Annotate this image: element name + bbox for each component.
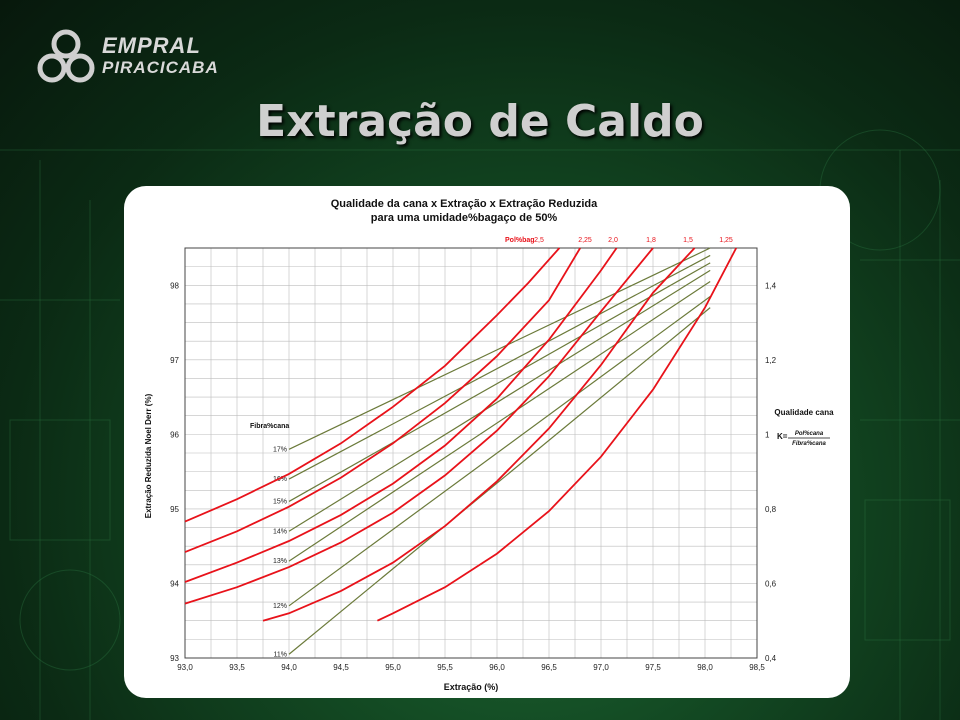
right-axis-label: Qualidade cana <box>774 408 834 417</box>
y-tick-label: 98 <box>170 281 179 290</box>
y-tick-label: 93 <box>170 654 179 663</box>
fibra-line <box>288 281 711 562</box>
y-tick-label: 97 <box>170 356 179 365</box>
company-logo: EMPRAL PIRACICABA <box>34 28 244 90</box>
x-tick-label: 97,5 <box>645 663 661 672</box>
slide-title: Extração de Caldo <box>256 96 704 147</box>
fibra-line-label: 17% <box>273 446 287 453</box>
x-tick-label: 94,5 <box>333 663 349 672</box>
pol-bag-curve <box>184 247 654 605</box>
right-tick-label: 0,4 <box>765 654 777 663</box>
fibra-line-label: 11% <box>274 651 288 658</box>
x-tick-label: 95,0 <box>385 663 401 672</box>
pol-bag-curve-label: 1,8 <box>646 237 656 244</box>
chart: 17% 16% 15% 14% 13% 12% 11% 2,5 2,25 2,0 1,8 1,5 1,… <box>144 198 834 692</box>
pol-bag-curve <box>184 247 618 583</box>
pol-bag-series: 2,5 2,25 2,0 1,8 1,5 1,25 <box>184 237 737 622</box>
x-tick-label: 93,5 <box>229 663 245 672</box>
pol-bag-curve <box>184 247 581 553</box>
pol-bag-curve <box>377 247 737 622</box>
y-tick-label: 96 <box>170 430 179 439</box>
pol-bag-curve <box>262 247 696 622</box>
x-tick-label: 97,0 <box>593 663 609 672</box>
x-tick-label: 98,0 <box>697 663 713 672</box>
logo-line2: PIRACICABA <box>102 58 219 77</box>
chart-title: Qualidade da cana x Extração x Extração … <box>331 198 598 210</box>
right-tick-label: 1 <box>765 430 770 439</box>
fibra-line-label: 14% <box>273 528 287 535</box>
x-tick-label: 95,5 <box>437 663 453 672</box>
pol-bag-curve-label: 2,0 <box>608 237 618 244</box>
formula-k: K= <box>777 432 788 441</box>
pol-bag-curve <box>184 247 561 523</box>
pol-bag-curve-label: 1,5 <box>683 237 693 244</box>
pol-bag-curve-label: 1,25 <box>719 237 733 244</box>
y-axis-label: Extração Reduzida Noel Derr (%) <box>144 393 153 518</box>
x-tick-label: 93,0 <box>177 663 193 672</box>
fibra-line-label: 15% <box>273 498 287 505</box>
chart-card: 17% 16% 15% 14% 13% 12% 11% 2,5 2,25 2,0 1,8 1,5 1,… <box>124 186 850 698</box>
fibra-line-label: 16% <box>273 476 287 483</box>
formula-denominator: Fibra%cana <box>792 441 826 447</box>
fibra-line <box>288 269 711 532</box>
x-tick-label: 98,5 <box>749 663 765 672</box>
x-axis-label: Extração (%) <box>444 682 499 692</box>
pol-bag-curve-label: 2,5 <box>534 237 544 244</box>
right-tick-label: 0,6 <box>765 579 777 588</box>
axis-ticks: 93,0 93,5 94,0 94,5 95,0 95,5 96,0 96,5 97,0 97,5… <box>170 281 777 672</box>
x-tick-label: 96,5 <box>541 663 557 672</box>
fibra-line <box>288 254 711 480</box>
logo-line1: EMPRAL <box>102 33 201 58</box>
fibra-line <box>288 247 711 450</box>
plot-frame <box>184 247 758 659</box>
logo-rings-icon <box>37 29 95 83</box>
pol-bag-curve-label: 2,25 <box>578 237 592 244</box>
x-tick-label: 96,0 <box>489 663 505 672</box>
fibra-series: 17% 16% 15% 14% 13% 12% 11% <box>273 247 711 658</box>
fibra-line-label: 13% <box>273 558 287 565</box>
pol-bag-label: Pol%bag <box>505 237 535 244</box>
right-tick-label: 1,2 <box>765 356 777 365</box>
chart-subtitle: para uma umidade%bagaço de 50% <box>371 212 558 224</box>
fibra-label: Fibra%cana <box>250 423 289 430</box>
right-tick-label: 1,4 <box>765 281 777 290</box>
y-tick-label: 94 <box>170 579 179 588</box>
y-tick-label: 95 <box>170 505 179 514</box>
x-tick-label: 94,0 <box>281 663 297 672</box>
fibra-line-label: 12% <box>273 603 287 610</box>
right-tick-label: 0,8 <box>765 505 777 514</box>
formula-numerator: Pol%cana <box>795 431 824 437</box>
fibra-line <box>288 262 711 502</box>
fibra-line <box>288 307 711 655</box>
fibra-line <box>288 295 711 607</box>
logo-text: EMPRAL PIRACICABA <box>102 34 219 78</box>
